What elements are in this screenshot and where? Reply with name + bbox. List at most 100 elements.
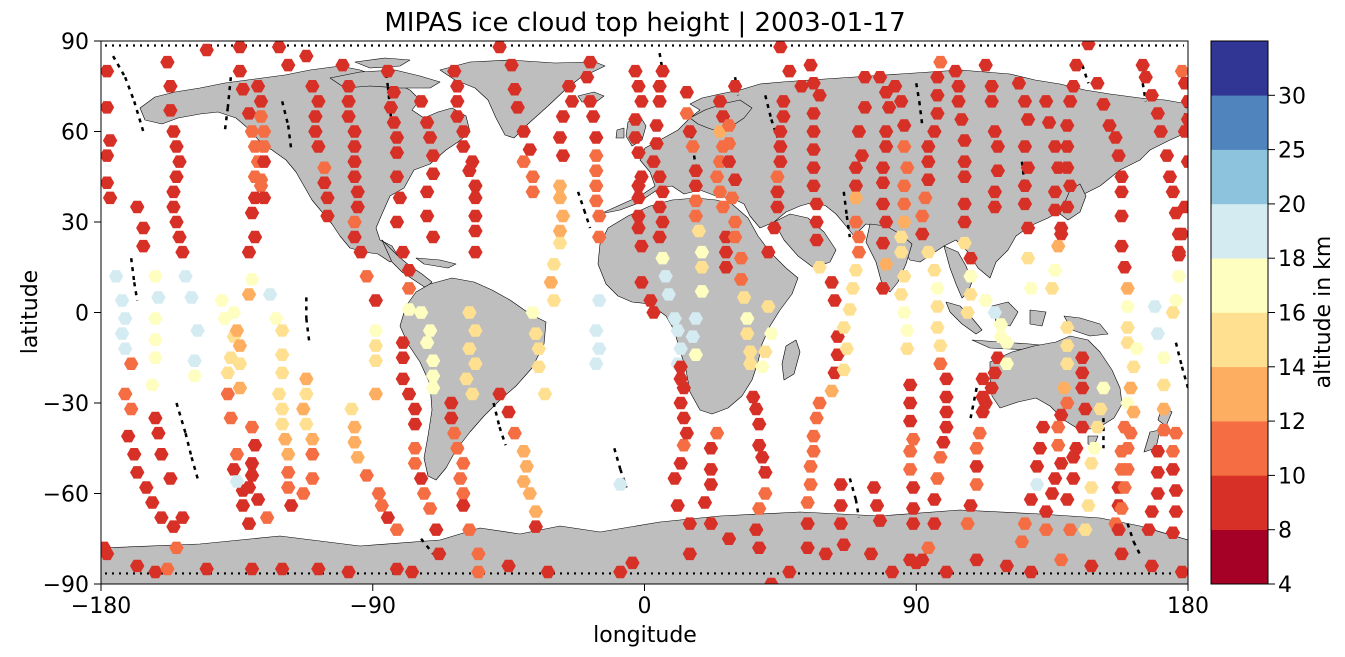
data-point [634,95,649,108]
data-point [589,324,604,337]
data-point [589,194,604,208]
data-point [275,417,290,431]
data-point [413,306,429,319]
data-point [875,282,891,295]
data-point [694,245,710,259]
data-point [1041,116,1057,129]
data-point [631,209,646,223]
colorbar-tick-label: 25 [1278,139,1306,164]
data-point [471,547,486,561]
data-point [531,360,546,373]
data-point [1120,442,1135,455]
data-point [727,173,743,186]
data-point [425,354,441,367]
data-point [531,342,546,355]
data-point [848,215,864,229]
data-point [1180,155,1188,168]
data-point [1177,125,1188,138]
data-point [169,140,184,153]
track-segment [918,101,924,126]
data-point [522,487,537,500]
data-point [154,511,169,524]
colorbar-segment [1211,203,1268,259]
data-point [519,460,534,473]
data-point [682,125,697,138]
data-point [347,170,362,183]
data-point [1144,559,1159,573]
data-point [628,64,643,78]
data-point [341,80,356,93]
track-segment [492,402,501,428]
data-point [148,411,163,425]
data-point [827,294,842,307]
data-point [299,417,314,431]
data-point [776,95,791,108]
colorbar-tick-label: 12 [1278,410,1306,435]
data-point [296,487,311,500]
track-segment [1132,541,1141,555]
data-point [1051,239,1066,253]
data-point [1047,264,1063,277]
data-point [866,481,882,494]
data-point [685,330,700,343]
colorbar-tick-label: 16 [1278,302,1306,327]
data-point [190,324,205,337]
data-point [347,436,362,449]
data-point [350,185,365,199]
data-point [232,64,248,78]
data-point [655,64,670,78]
data-point [1165,463,1181,476]
data-point [281,481,296,494]
data-point [812,261,827,274]
data-point [145,496,160,509]
track-segment [184,432,193,458]
data-point [652,95,667,108]
data-point [661,288,676,301]
data-point [930,71,945,84]
data-point [241,481,257,494]
data-point [1168,426,1184,440]
data-point [244,562,260,576]
data-point [413,472,429,485]
data-point [999,559,1014,573]
data-point [525,170,540,183]
data-point [806,77,821,90]
data-point [1060,119,1075,132]
data-point [235,499,251,512]
y-tick-label: −30 [43,392,89,417]
data-point [670,499,685,512]
data-point [794,80,809,93]
data-point [184,291,199,304]
data-point [773,125,788,138]
data-point [824,276,839,289]
data-point [422,131,438,144]
data-point [253,173,269,186]
data-point [456,125,471,138]
data-point [226,463,242,476]
data-point [758,466,773,479]
data-point [555,209,571,223]
data-point [1150,107,1165,120]
track-segment [1126,523,1135,543]
data-point [429,523,444,536]
data-point [1156,402,1171,416]
data-point [175,245,190,259]
track-segment [286,125,293,150]
data-point [673,372,688,386]
data-point [130,200,145,214]
track-segment [280,101,290,126]
data-point [1174,565,1188,579]
data-point [1144,505,1159,518]
data-point [652,200,667,214]
data-point [1126,360,1141,373]
data-point [444,396,459,410]
data-point [718,230,734,244]
data-point [1147,300,1162,313]
data-point [736,291,752,304]
data-point [256,140,272,153]
data-point [462,306,477,319]
data-point [350,200,365,214]
data-point [655,215,670,229]
data-point [969,553,984,567]
